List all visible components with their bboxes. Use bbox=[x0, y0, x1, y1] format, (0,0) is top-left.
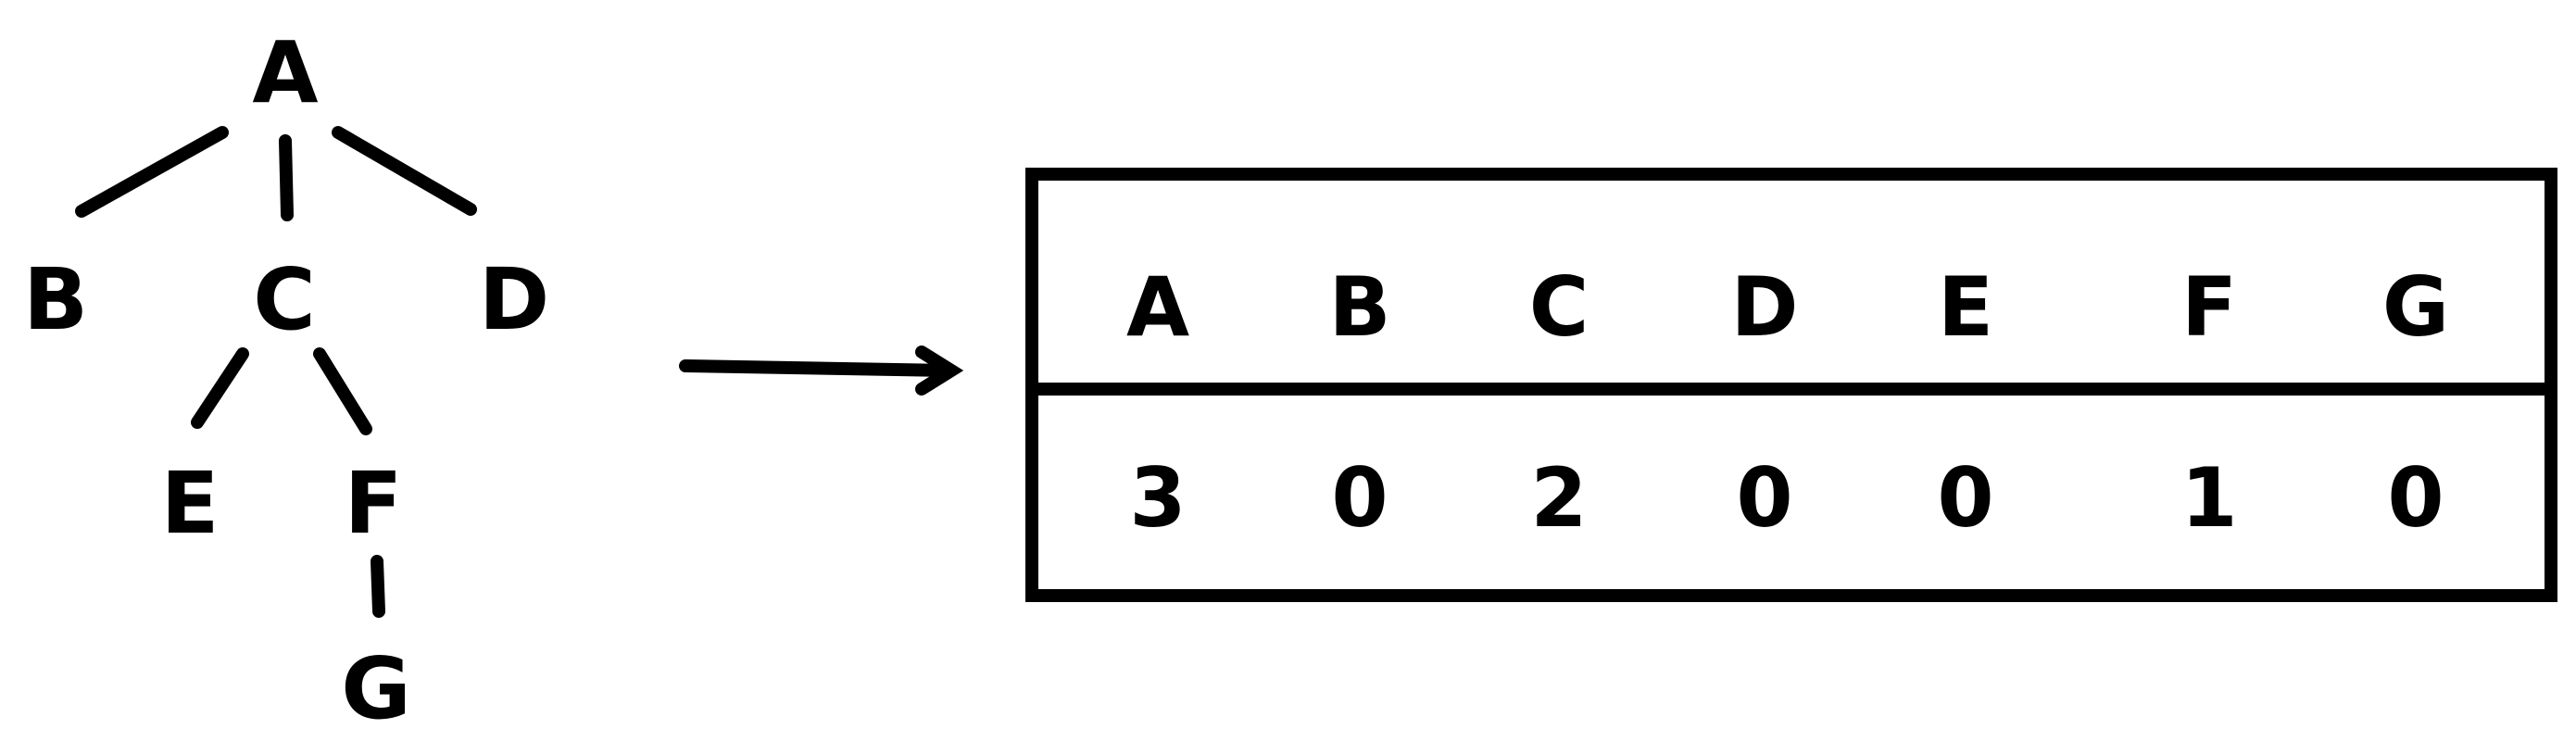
tree-node-d: D bbox=[479, 250, 549, 349]
table-value-cell: 2 bbox=[1530, 450, 1587, 546]
table-header-cell: B bbox=[1328, 259, 1390, 355]
edge-a-c bbox=[279, 134, 294, 221]
tree-node-f: F bbox=[345, 454, 403, 553]
table-header-cell: C bbox=[1529, 259, 1590, 355]
table-value-cell: 1 bbox=[2180, 450, 2237, 546]
tree-edges bbox=[75, 126, 477, 618]
table-value-cell: 0 bbox=[1937, 450, 1993, 546]
table-value-cell: 3 bbox=[1129, 450, 1186, 546]
table-header-cell: G bbox=[2382, 259, 2449, 355]
count-table: A B C D E F G 3 0 2 0 0 1 0 bbox=[1025, 168, 2557, 602]
tree-node-b: B bbox=[23, 250, 88, 349]
edge-c-f bbox=[313, 347, 372, 435]
tree-node-g: G bbox=[341, 639, 411, 738]
table-header-cell: A bbox=[1126, 259, 1189, 355]
edge-a-b bbox=[75, 126, 229, 218]
table-header-cell: D bbox=[1730, 259, 1798, 355]
table-header-cell: F bbox=[2181, 259, 2237, 355]
tree-nodes: A B C D E F G bbox=[23, 23, 549, 738]
table-value-cell: 0 bbox=[1331, 450, 1388, 546]
edge-a-d bbox=[332, 126, 477, 216]
table-value-cell: 0 bbox=[1736, 450, 1792, 546]
table-header-row: A B C D E F G bbox=[1126, 259, 2449, 355]
table-value-row: 3 0 2 0 0 1 0 bbox=[1129, 450, 2444, 546]
tree-node-e: E bbox=[161, 454, 220, 553]
table-value-cell: 0 bbox=[2387, 450, 2444, 546]
table-header-cell: E bbox=[1938, 259, 1993, 355]
edge-f-g bbox=[371, 555, 385, 618]
arrow-icon bbox=[679, 346, 964, 396]
tree-node-c: C bbox=[253, 250, 316, 349]
tree-node-a: A bbox=[252, 23, 318, 122]
edge-c-e bbox=[191, 347, 249, 429]
